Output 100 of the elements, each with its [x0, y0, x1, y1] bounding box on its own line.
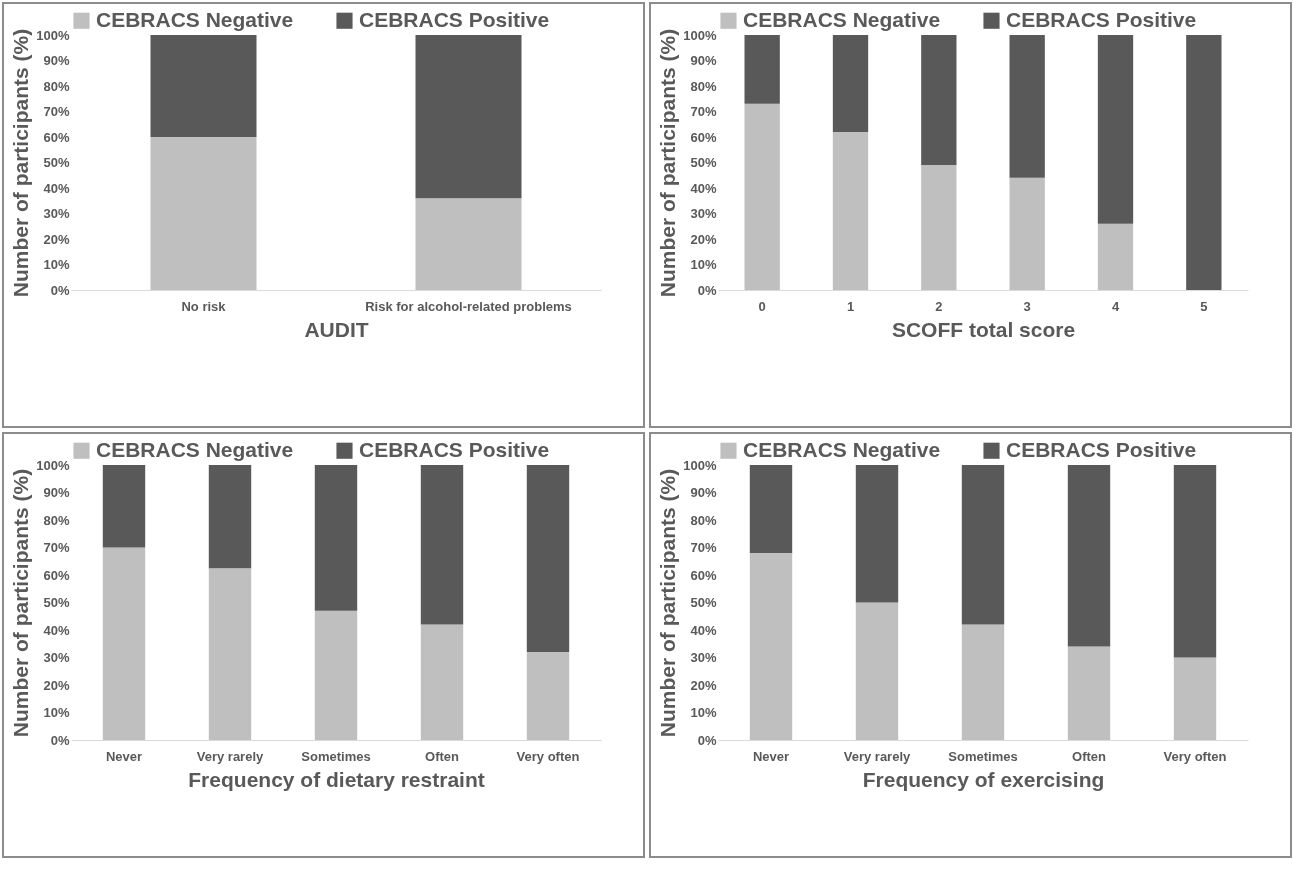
bar: [208, 465, 252, 569]
x-tick-label: Very often: [516, 748, 580, 764]
y-tick-label: 40%: [690, 622, 717, 638]
y-tick-label: 40%: [43, 180, 70, 196]
x-tick-label: Very rarely: [843, 748, 912, 764]
x-axis-title: SCOFF total score: [891, 317, 1076, 341]
bar: [1097, 35, 1134, 224]
y-tick-label: 10%: [43, 705, 70, 720]
x-tick-label: 0: [758, 298, 766, 314]
y-tick-label: 60%: [43, 129, 70, 145]
y-tick-label: 90%: [690, 485, 717, 500]
y-tick-label: 20%: [43, 677, 70, 693]
bar: [961, 465, 1005, 625]
bar: [832, 35, 869, 132]
y-tick-label: 50%: [690, 595, 717, 610]
x-tick-label: Sometimes: [301, 748, 371, 764]
x-tick-label: Very often: [1163, 748, 1227, 764]
y-tick-label: 90%: [43, 485, 70, 500]
y-tick-label: 50%: [690, 155, 717, 170]
y-tick-label: 60%: [690, 567, 717, 583]
legend-label: CEBRACS Positive: [359, 437, 550, 461]
x-tick-label: 3: [1023, 298, 1031, 314]
bar: [961, 624, 1005, 740]
x-tick-label: Risk for alcohol-related problems: [365, 298, 572, 314]
bar: [744, 35, 780, 104]
x-tick-label: 4: [1111, 298, 1120, 314]
x-tick-label: 1: [846, 298, 855, 314]
legend-label: CEBRACS Negative: [96, 437, 294, 461]
x-tick-label: Never: [105, 748, 143, 764]
y-tick-label: 90%: [690, 53, 717, 68]
y-tick-label: 30%: [43, 206, 70, 221]
bar: [749, 553, 793, 740]
bar: [102, 547, 146, 740]
bar: [1067, 646, 1111, 740]
y-tick-label: 70%: [43, 104, 70, 119]
bar: [1009, 177, 1045, 290]
y-tick-label: 0%: [50, 732, 70, 748]
bar: [1173, 465, 1217, 658]
bar: [855, 465, 899, 603]
bar: [855, 602, 899, 740]
y-tick-label: 80%: [43, 512, 70, 528]
bar: [415, 35, 522, 199]
y-tick-label: 0%: [697, 282, 717, 298]
bar: [921, 35, 957, 166]
bar: [150, 137, 257, 290]
bar: [832, 131, 869, 290]
x-tick-label: Often: [1072, 748, 1107, 764]
y-tick-label: 30%: [43, 650, 70, 665]
bar: [314, 465, 358, 611]
bar: [150, 35, 257, 137]
y-tick-label: 20%: [690, 231, 717, 247]
y-axis-title: Number of participants (%): [9, 28, 33, 298]
y-tick-label: 10%: [690, 257, 717, 272]
bar: [415, 198, 522, 290]
x-axis-title: Frequency of exercising: [862, 767, 1105, 791]
y-tick-label: 20%: [43, 231, 70, 247]
y-tick-label: 20%: [690, 677, 717, 693]
legend-label: CEBRACS Positive: [359, 7, 550, 31]
y-tick-label: 70%: [690, 540, 717, 555]
x-tick-label: Very rarely: [196, 748, 265, 764]
legend-label: CEBRACS Negative: [743, 437, 941, 461]
y-tick-label: 80%: [690, 512, 717, 528]
y-tick-label: 10%: [690, 705, 717, 720]
y-tick-label: 50%: [43, 595, 70, 610]
legend-label: CEBRACS Negative: [743, 7, 941, 31]
y-tick-label: 40%: [690, 180, 717, 196]
bar: [1097, 223, 1134, 290]
y-tick-label: 10%: [43, 257, 70, 272]
y-axis-title: Number of participants (%): [9, 468, 33, 738]
y-tick-label: 50%: [43, 155, 70, 170]
y-tick-label: 0%: [50, 282, 70, 298]
y-tick-label: 80%: [690, 78, 717, 94]
legend-label: CEBRACS Positive: [1006, 437, 1197, 461]
bar: [749, 465, 793, 553]
x-axis-title: Frequency of dietary restraint: [188, 767, 485, 791]
x-tick-label: No risk: [181, 298, 227, 314]
bar: [1009, 35, 1045, 178]
bar: [1173, 657, 1217, 740]
y-tick-label: 70%: [690, 104, 717, 119]
y-tick-label: 100%: [683, 457, 717, 473]
y-tick-label: 70%: [43, 540, 70, 555]
y-tick-label: 30%: [690, 650, 717, 665]
bar: [1067, 465, 1111, 647]
y-tick-label: 30%: [690, 206, 717, 221]
y-axis-title: Number of participants (%): [656, 28, 680, 298]
bar: [744, 103, 780, 290]
y-tick-label: 90%: [43, 53, 70, 68]
legend-label: CEBRACS Negative: [96, 7, 294, 31]
bar: [208, 568, 252, 740]
x-axis-title: AUDIT: [304, 317, 369, 341]
x-tick-label: 5: [1200, 298, 1208, 314]
bar: [921, 165, 957, 290]
x-tick-label: 2: [935, 298, 943, 314]
x-tick-label: Never: [752, 748, 790, 764]
bar: [526, 465, 570, 652]
y-tick-label: 0%: [697, 732, 717, 748]
bar: [420, 624, 464, 740]
bar: [1186, 35, 1222, 290]
y-tick-label: 60%: [690, 129, 717, 145]
y-tick-label: 60%: [43, 567, 70, 583]
